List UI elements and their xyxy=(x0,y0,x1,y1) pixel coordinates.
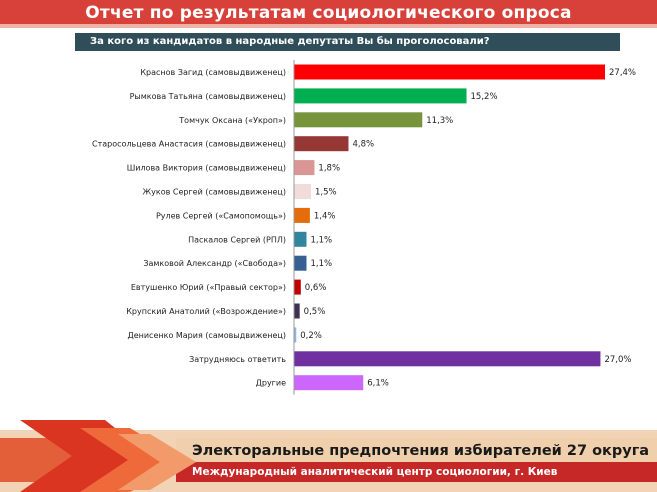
bar xyxy=(294,136,349,152)
footer-title: Электоральные предпочтения избирателей 2… xyxy=(192,443,650,459)
data-label: 11,3% xyxy=(426,116,453,126)
data-label: 1,1% xyxy=(310,259,332,269)
category-label: Рулев Сергей («Самопомощь») xyxy=(156,211,286,220)
bar xyxy=(294,184,312,199)
question-text: За кого из кандидатов в народные депутат… xyxy=(90,36,490,47)
bar xyxy=(294,303,300,319)
bar xyxy=(294,351,601,367)
bar xyxy=(294,112,423,128)
data-label: 27,0% xyxy=(604,355,631,365)
footer-title-strip xyxy=(176,438,657,464)
category-label: Паскалов Сергей (РПЛ) xyxy=(188,235,286,244)
data-label: 0,6% xyxy=(305,283,327,293)
bar xyxy=(294,160,315,176)
data-label: 15,2% xyxy=(471,92,498,102)
bar xyxy=(294,207,310,223)
category-label: Евтушенко Юрий («Правый сектор») xyxy=(131,283,286,292)
bar xyxy=(294,88,467,104)
bar xyxy=(294,279,301,295)
data-label: 4,8% xyxy=(352,140,374,150)
header-stripe xyxy=(0,24,657,28)
bar xyxy=(294,255,307,271)
footer-subtitle: Международный аналитический центр социол… xyxy=(192,466,558,478)
data-label: 1,4% xyxy=(314,211,336,221)
category-label: Крупский Анатолий («Возрождение») xyxy=(126,307,286,316)
question-bar xyxy=(75,33,620,51)
data-label: 0,2% xyxy=(300,331,322,341)
category-label: Краснов Загид (самовыдвиженец) xyxy=(140,68,286,77)
header-banner xyxy=(0,0,657,26)
report-title: Отчет по результатам социологического оп… xyxy=(85,3,572,23)
bar xyxy=(294,64,605,80)
category-label: Денисенко Мария (самовыдвиженец) xyxy=(127,331,286,340)
category-label: Другие xyxy=(256,379,286,388)
category-label: Затрудняюсь ответить xyxy=(189,355,286,364)
category-label: Жуков Сергей (самовыдвиженец) xyxy=(143,188,286,197)
data-label: 1,8% xyxy=(318,164,340,174)
data-label: 0,5% xyxy=(304,307,326,317)
bar xyxy=(294,231,307,247)
category-label: Старосольцева Анастасия (самовыдвиженец) xyxy=(92,140,286,149)
data-label: 1,5% xyxy=(315,188,337,198)
arrows-decoration xyxy=(0,420,196,492)
footer-subtitle-strip xyxy=(176,462,657,482)
data-label: 27,4% xyxy=(609,68,636,78)
bar-chart: Краснов Загид (самовыдвиженец) 27,4% Рымко… xyxy=(92,60,636,395)
category-label: Шилова Виктория (самовыдвиженец) xyxy=(127,164,286,173)
category-label: Рымкова Татьяна (самовыдвиженец) xyxy=(130,92,286,101)
category-label: Томчук Оксана («Укроп») xyxy=(178,116,286,125)
category-label: Замковой Александр («Свобода») xyxy=(143,259,286,268)
data-label: 1,1% xyxy=(310,235,332,245)
bar xyxy=(294,327,297,343)
bar xyxy=(294,375,364,391)
data-label: 6,1% xyxy=(367,379,389,389)
